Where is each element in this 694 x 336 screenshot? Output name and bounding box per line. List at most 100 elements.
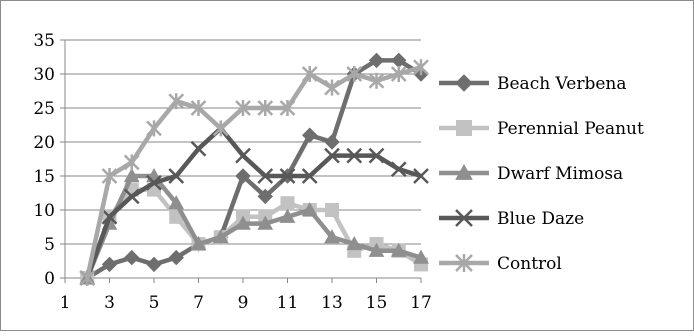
data-point-blue-daze-stroke <box>168 168 185 184</box>
legend-marker-blue-daze-stroke <box>455 209 473 227</box>
x-tick-label: 9 <box>238 293 249 313</box>
legend-item-beach-verbena: Beach Verbena <box>439 74 627 94</box>
x-tick-label: 15 <box>366 293 388 313</box>
data-point-perennial-peanut <box>280 196 295 211</box>
legend-label: Control <box>497 254 562 274</box>
data-point-beach-verbena <box>324 134 340 150</box>
data-point-blue-daze-stroke <box>301 168 318 184</box>
data-point-blue-daze-stroke <box>324 147 340 164</box>
x-tick-labels: 1 3 5 7 9 11 13 15 17 <box>60 293 432 313</box>
data-point-blue-daze-stroke <box>346 147 363 164</box>
data-point-dwarf-mimosa <box>324 229 340 244</box>
data-point-control <box>79 270 96 286</box>
data-point-blue-daze <box>101 208 118 225</box>
data-point-blue-daze-stroke <box>235 147 251 164</box>
data-point-blue-daze-stroke <box>368 147 385 164</box>
data-point-control <box>123 154 140 171</box>
y-tick-label: 15 <box>33 167 55 187</box>
data-point-control <box>190 100 207 116</box>
data-point-control <box>301 66 318 82</box>
data-point-control <box>279 100 296 116</box>
y-tick-label: 10 <box>33 201 55 221</box>
data-point-blue-daze-stroke <box>390 161 407 178</box>
series-control <box>79 59 429 286</box>
legend-item-blue-daze: Blue Daze <box>439 209 584 229</box>
y-tick-label: 35 <box>33 31 55 51</box>
series-line-dwarf-mimosa <box>85 173 422 279</box>
axes <box>60 39 422 283</box>
y-tick-label: 30 <box>33 65 55 85</box>
data-point-beach-verbena <box>302 127 318 143</box>
data-point-blue-daze <box>324 147 340 164</box>
data-point-control <box>212 120 229 137</box>
x-tick-label: 5 <box>149 293 160 313</box>
data-point-beach-verbena <box>168 249 184 266</box>
series-group <box>79 52 429 286</box>
legend-item-dwarf-mimosa: Dwarf Mimosa <box>439 163 623 184</box>
legend-label: Beach Verbena <box>497 74 627 94</box>
data-point-blue-daze-stroke <box>279 168 296 184</box>
legend-marker-control <box>455 254 473 272</box>
data-point-blue-daze-stroke <box>413 168 429 184</box>
y-tick-label: 25 <box>33 99 55 119</box>
data-point-control <box>368 72 385 89</box>
data-point-blue-daze-stroke <box>146 174 162 191</box>
data-point-beach-verbena <box>124 249 140 266</box>
legend-marker-beach-verbena <box>455 74 473 92</box>
data-point-beach-verbena <box>257 188 273 205</box>
data-point-dwarf-mimosa <box>257 215 274 230</box>
series-line-control <box>85 65 422 279</box>
data-point-blue-daze <box>346 147 363 164</box>
legend: Beach Verbena Perennial Peanut Dwarf Mimos… <box>439 74 644 274</box>
y-tick-label: 20 <box>33 133 55 153</box>
x-tick-label: 11 <box>277 293 299 313</box>
series-dwarf-mimosa <box>79 167 429 285</box>
data-point-dwarf-mimosa <box>390 242 407 257</box>
data-point-control <box>168 93 185 110</box>
data-point-beach-verbena <box>146 256 162 273</box>
data-point-dwarf-mimosa <box>212 229 229 244</box>
x-tick-label: 7 <box>193 293 204 313</box>
x-tick-label: 17 <box>410 293 432 313</box>
legend-marker-blue-daze <box>455 209 473 227</box>
data-point-dwarf-mimosa <box>235 215 251 230</box>
data-point-blue-daze-stroke <box>123 188 140 205</box>
data-point-blue-daze <box>301 168 318 184</box>
data-point-perennial-peanut <box>325 203 339 217</box>
data-point-control <box>346 66 363 82</box>
data-point-dwarf-mimosa <box>168 195 185 210</box>
x-tick-label: 1 <box>60 293 71 313</box>
data-point-blue-daze <box>123 188 140 205</box>
data-point-dwarf-mimosa <box>123 167 140 183</box>
y-tick-label: 0 <box>44 269 55 289</box>
data-point-blue-daze <box>146 174 162 191</box>
data-point-blue-daze <box>168 168 185 184</box>
data-point-dwarf-mimosa <box>190 235 207 251</box>
legend-label: Blue Daze <box>497 209 584 229</box>
data-point-blue-daze <box>257 168 274 184</box>
data-point-blue-daze <box>279 168 296 184</box>
data-point-dwarf-mimosa <box>301 201 318 217</box>
data-point-dwarf-mimosa <box>279 208 296 223</box>
data-point-blue-daze <box>368 147 385 164</box>
data-point-blue-daze-stroke <box>101 208 118 225</box>
y-tick-labels: 0 5 10 15 20 25 30 35 <box>33 31 55 289</box>
data-point-blue-daze-stroke <box>257 168 274 184</box>
legend-marker-perennial-peanut <box>456 120 472 136</box>
data-point-control <box>390 66 407 82</box>
legend-label: Perennial Peanut <box>497 119 644 139</box>
data-point-beach-verbena <box>368 52 385 69</box>
data-point-blue-daze-stroke <box>190 140 207 157</box>
data-point-beach-verbena <box>235 168 251 184</box>
legend-marker-dwarf-mimosa <box>455 163 473 180</box>
data-point-dwarf-mimosa <box>368 242 385 257</box>
x-tick-label: 3 <box>104 293 115 313</box>
data-point-control <box>413 59 429 76</box>
y-tick-label: 5 <box>44 235 55 255</box>
legend-item-perennial-peanut: Perennial Peanut <box>439 119 644 139</box>
series-blue-daze <box>79 120 429 286</box>
data-point-dwarf-mimosa <box>346 235 363 251</box>
data-point-control <box>235 100 251 116</box>
